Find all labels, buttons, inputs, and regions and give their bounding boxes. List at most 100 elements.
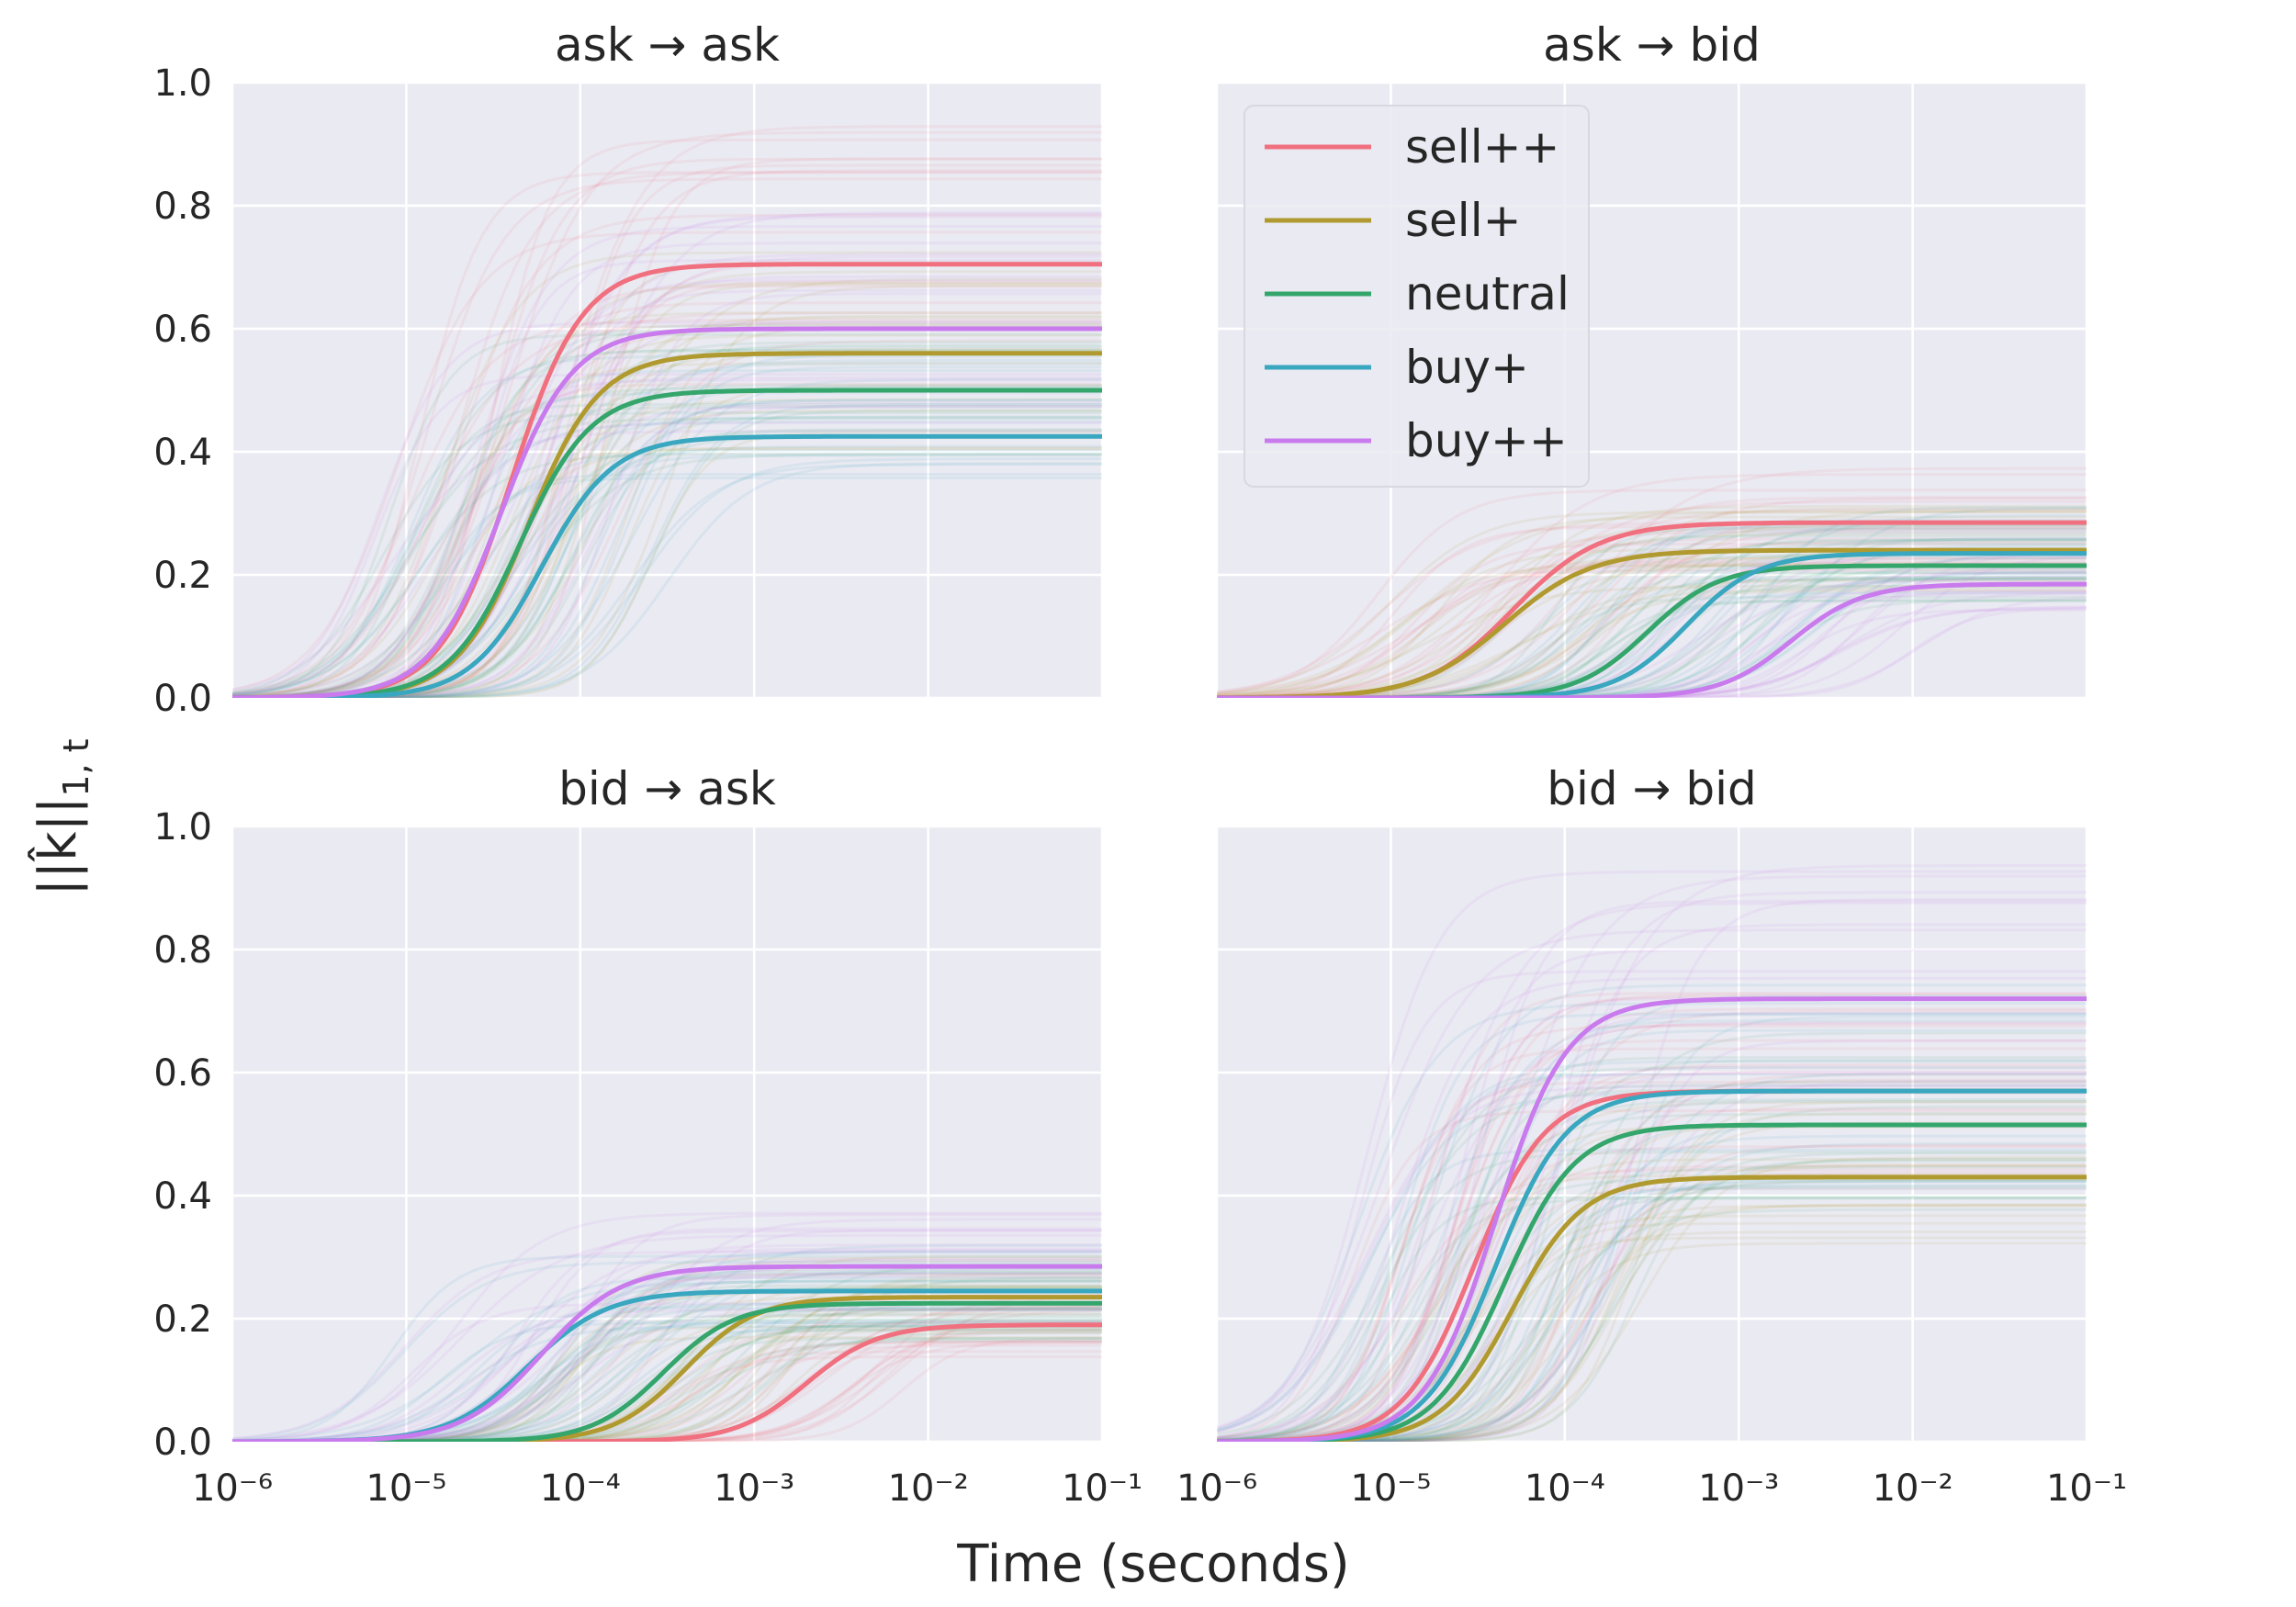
sample-curve-neutral [1217, 1197, 2087, 1442]
sample-curve-buy++ [1217, 870, 2087, 1433]
sample-curve-neutral [232, 1337, 1102, 1442]
sample-curve-buy++ [232, 421, 1102, 697]
sample-curve-sell+ [232, 1308, 1102, 1442]
panel-1: ask → ask 0.0 0.2 0.4 0.6 0.8 1.0 [153, 18, 1104, 720]
sample-curve-neutral [232, 323, 1102, 698]
x-tick-label: 10⁻⁵ [366, 1467, 446, 1510]
sample-curve-buy++ [232, 430, 1102, 691]
panel-3: bid → ask 0.0 0.2 0.4 0.6 0.8 1.0 10⁻⁶ 10⁻⁵ 10⁻⁴ 1… [153, 762, 1142, 1510]
sample-curve-buy+ [1217, 1012, 2087, 1442]
sample-curve-sell+ [232, 362, 1102, 698]
sample-curve-buy+ [1217, 1060, 2087, 1433]
x-tick-label: 10⁻⁴ [540, 1467, 621, 1510]
sample-curve-sell++ [1217, 1024, 2087, 1442]
sample-curve-buy++ [232, 378, 1102, 696]
sample-curve-buy++ [1217, 1084, 2087, 1433]
sample-curve-buy++ [1217, 590, 2087, 698]
panel-4: bid → bid 10⁻⁶ 10⁻⁵ 10⁻⁴ 10⁻³ 10⁻² 10⁻¹ [1176, 762, 2127, 1510]
legend-item-sell++: sell++ [1265, 120, 1559, 174]
sample-curve-buy+ [232, 462, 1102, 698]
sample-curve-neutral [1217, 571, 2087, 698]
sample-curve-buy+ [232, 403, 1102, 698]
legend-label: neutral [1405, 267, 1570, 320]
x-tick-label: 10⁻¹ [1062, 1467, 1142, 1510]
series-line-neutral [232, 1300, 1102, 1442]
sample-curve-neutral [1217, 1097, 2087, 1442]
sample-curve-sell++ [232, 1305, 1102, 1442]
sample-curve-sell+ [1217, 1204, 2087, 1442]
sample-curve-buy++ [1217, 976, 2087, 1441]
y-axis-label: ||k̂||1, t [28, 738, 96, 895]
panel-background [1217, 826, 2087, 1442]
sample-curve-buy+ [1217, 1148, 2087, 1442]
sample-curve-buy+ [232, 1279, 1102, 1442]
sample-curve-sell++ [1217, 560, 2087, 698]
sample-curve-sell++ [232, 171, 1102, 698]
sample-curve-buy++ [1217, 1039, 2087, 1442]
sample-curve-buy+ [1217, 513, 2087, 698]
sample-curve-sell+ [232, 1329, 1102, 1442]
sample-curve-buy++ [1217, 1065, 2087, 1442]
y-axis-label-main: ||k̂|| [28, 797, 88, 896]
sample-curve-sell+ [232, 1284, 1102, 1442]
sample-curve-sell+ [232, 384, 1102, 698]
panel-title: ask → bid [1543, 18, 1761, 72]
svg-text:||k̂||1, t: ||k̂||1, t [28, 738, 96, 895]
sample-curve-sell++ [232, 230, 1102, 691]
sample-curve-sell+ [1217, 511, 2087, 695]
sample-curve-buy+ [232, 420, 1102, 696]
legend: sell++ sell+ neutral buy+ buy++ [1244, 105, 1590, 488]
sample-curve-sell+ [1217, 1112, 2087, 1442]
sample-curve-neutral [1217, 1059, 2087, 1442]
sample-curve-sell++ [232, 323, 1102, 696]
sample-curve-sell++ [232, 177, 1102, 696]
sample-curve-sell+ [232, 446, 1102, 698]
sample-curve-sell++ [1217, 489, 2087, 696]
legend-label: sell++ [1405, 120, 1559, 174]
y-tick-label: 0.0 [153, 1422, 212, 1464]
sample-curve-buy+ [232, 1260, 1102, 1441]
legend-item-buy++: buy++ [1265, 414, 1568, 467]
sample-curve-buy++ [232, 253, 1102, 698]
sample-curve-neutral [232, 409, 1102, 698]
sample-curve-sell+ [1217, 1163, 2087, 1442]
sample-curve-neutral [1217, 1105, 2087, 1442]
sample-curve-neutral [1217, 1165, 2087, 1442]
sample-curve-neutral [232, 1332, 1102, 1442]
panel-title: bid → ask [558, 762, 776, 815]
sample-curve-buy++ [232, 225, 1102, 698]
sample-curve-buy++ [1217, 949, 2087, 1442]
sample-curve-sell++ [232, 130, 1102, 698]
sample-curve-buy++ [232, 1233, 1102, 1441]
sample-curve-sell++ [1217, 1109, 2087, 1440]
sample-curve-buy+ [232, 415, 1102, 698]
legend-box [1244, 105, 1590, 488]
y-tick-label: 0.2 [153, 1298, 212, 1341]
gridlines [1215, 825, 2088, 1444]
sample-curve-buy+ [1217, 1180, 2087, 1442]
sample-curve-buy+ [1217, 1012, 2087, 1442]
sample-curve-sell+ [232, 1272, 1102, 1442]
y-tick-label: 0.8 [153, 929, 212, 972]
sample-curve-neutral [232, 417, 1102, 694]
sample-curve-buy++ [1217, 1080, 2087, 1442]
sample-curve-sell+ [1217, 1204, 2087, 1442]
sample-curve-sell++ [232, 311, 1102, 698]
legend-label: buy+ [1405, 341, 1529, 394]
sample-curve-sell++ [1217, 542, 2087, 698]
sample-curve-buy++ [232, 320, 1102, 694]
sample-curve-buy++ [232, 1250, 1102, 1440]
y-tick-label: 0.0 [153, 678, 212, 720]
sample-curve-buy++ [1217, 970, 2087, 1439]
sample-curve-buy++ [1217, 1021, 2087, 1440]
sample-curve-sell++ [1217, 1081, 2087, 1442]
legend-item-buy+: buy+ [1265, 341, 1529, 394]
sample-curve-sell+ [1217, 556, 2087, 698]
sample-curve-sell++ [232, 171, 1102, 698]
sample-curve-sell++ [1217, 525, 2087, 698]
legend-label: sell+ [1405, 194, 1522, 247]
sample-curve-sell+ [232, 311, 1102, 698]
series-line-neutral [232, 388, 1102, 698]
y-tick-label: 0.6 [153, 1052, 212, 1095]
sample-curve-neutral [232, 411, 1102, 693]
